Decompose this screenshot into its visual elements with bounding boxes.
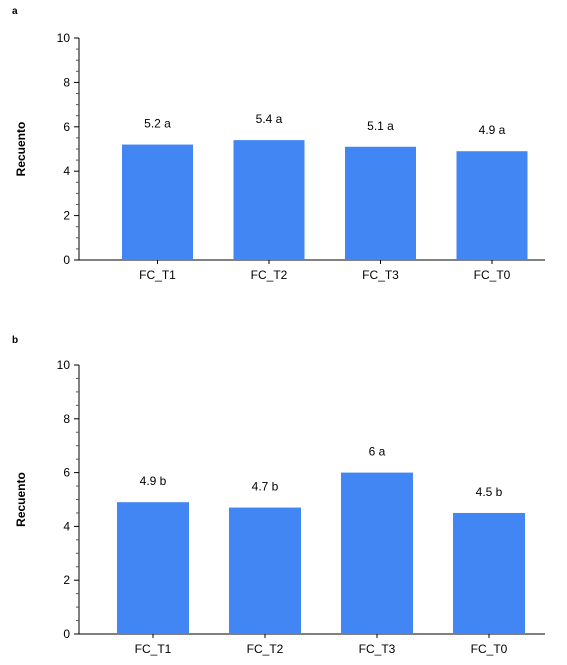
data-label: 5.2 a (144, 117, 171, 131)
chart-panel-a: a Recuento 0 2 4 6 8 10 5.2 a FC_T1 5.4 a FC_T2 5.1 … (12, 6, 545, 282)
bar (233, 140, 305, 260)
y-tick-label: 8 (63, 412, 70, 426)
y-tick-label: 10 (57, 358, 71, 372)
x-tick-label: FC_T1 (135, 642, 172, 656)
panel-letter: a (12, 6, 18, 17)
data-label: 4.9 a (479, 123, 506, 137)
bar (345, 146, 416, 260)
bar (122, 144, 193, 260)
x-tick-label: FC_T2 (251, 268, 288, 282)
y-tick-label: 8 (63, 75, 70, 89)
y-tick-label: 4 (63, 519, 70, 533)
y-tick-label: 10 (57, 31, 71, 45)
y-tick-label: 4 (63, 164, 70, 178)
data-label: 4.9 b (140, 474, 167, 488)
x-tick-label: FC_T0 (471, 642, 508, 656)
bar (453, 512, 525, 634)
y-tick-label: 0 (63, 253, 70, 267)
data-label: 4.5 b (476, 485, 503, 499)
y-tick-label: 6 (63, 120, 70, 134)
bar (341, 472, 413, 634)
data-label: 6 a (369, 445, 386, 459)
data-label: 5.4 a (256, 112, 283, 126)
panel-letter: b (12, 335, 18, 346)
data-label: 5.1 a (367, 119, 394, 133)
bar (229, 507, 301, 634)
x-tick-label: FC_T3 (359, 642, 396, 656)
y-tick-label: 2 (63, 209, 70, 223)
bar (117, 502, 189, 634)
bar (456, 151, 528, 260)
y-tick-label: 0 (63, 627, 70, 641)
x-tick-label: FC_T2 (247, 642, 284, 656)
chart-panel-b: b Recuento 0 2 4 6 8 10 4.9 b FC_T1 4.7 b FC_T2 6 a F… (12, 335, 545, 656)
x-tick-label: FC_T1 (139, 268, 176, 282)
data-label: 4.7 b (252, 480, 279, 494)
y-axis-label: Recuento (14, 122, 28, 177)
x-tick-label: FC_T3 (362, 268, 399, 282)
x-tick-label: FC_T0 (474, 268, 511, 282)
y-axis-label: Recuento (14, 472, 28, 527)
y-tick-label: 2 (63, 573, 70, 587)
y-tick-label: 6 (63, 466, 70, 480)
